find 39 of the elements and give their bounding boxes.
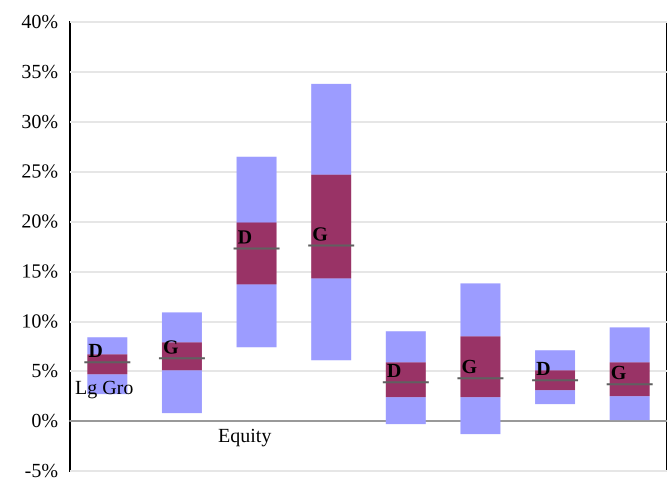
y-tick-label: 15% bbox=[21, 260, 58, 282]
annotation: G bbox=[610, 362, 627, 384]
y-tick-label: 25% bbox=[21, 160, 58, 183]
y-tick-label: 10% bbox=[21, 310, 58, 332]
bar bbox=[311, 84, 352, 175]
y-tick-label: 40% bbox=[21, 11, 58, 33]
bar bbox=[460, 283, 500, 336]
bar bbox=[162, 370, 202, 414]
annotation: D bbox=[238, 226, 252, 248]
y-tick-label: 5% bbox=[31, 360, 58, 382]
annotation: D bbox=[386, 360, 402, 382]
bar bbox=[610, 384, 650, 396]
bar bbox=[610, 327, 650, 362]
bar bbox=[535, 380, 576, 390]
y-tick-label: 30% bbox=[21, 110, 58, 133]
bar bbox=[386, 397, 426, 424]
bar bbox=[236, 284, 277, 348]
bar bbox=[311, 174, 352, 246]
y-tick-label: 20% bbox=[21, 210, 58, 233]
y-tick-label: 0% bbox=[31, 410, 58, 432]
annotation: G bbox=[312, 224, 328, 246]
bar bbox=[460, 397, 500, 434]
y-tick-label: 35% bbox=[21, 60, 58, 83]
bar bbox=[535, 390, 576, 404]
bar bbox=[311, 278, 352, 360]
bar bbox=[610, 396, 650, 420]
bar bbox=[460, 336, 500, 378]
bar bbox=[87, 362, 128, 374]
bar bbox=[386, 331, 426, 362]
bar bbox=[386, 382, 426, 398]
bar bbox=[460, 378, 500, 398]
bar bbox=[236, 156, 277, 223]
annotation: Equity bbox=[218, 425, 272, 447]
annotation: Lg Gro bbox=[75, 377, 134, 399]
y-tick-label: -5% bbox=[24, 460, 58, 482]
annotation: G bbox=[461, 356, 478, 378]
bar bbox=[236, 248, 277, 284]
bar bbox=[311, 246, 352, 278]
annotation: G bbox=[162, 336, 179, 358]
